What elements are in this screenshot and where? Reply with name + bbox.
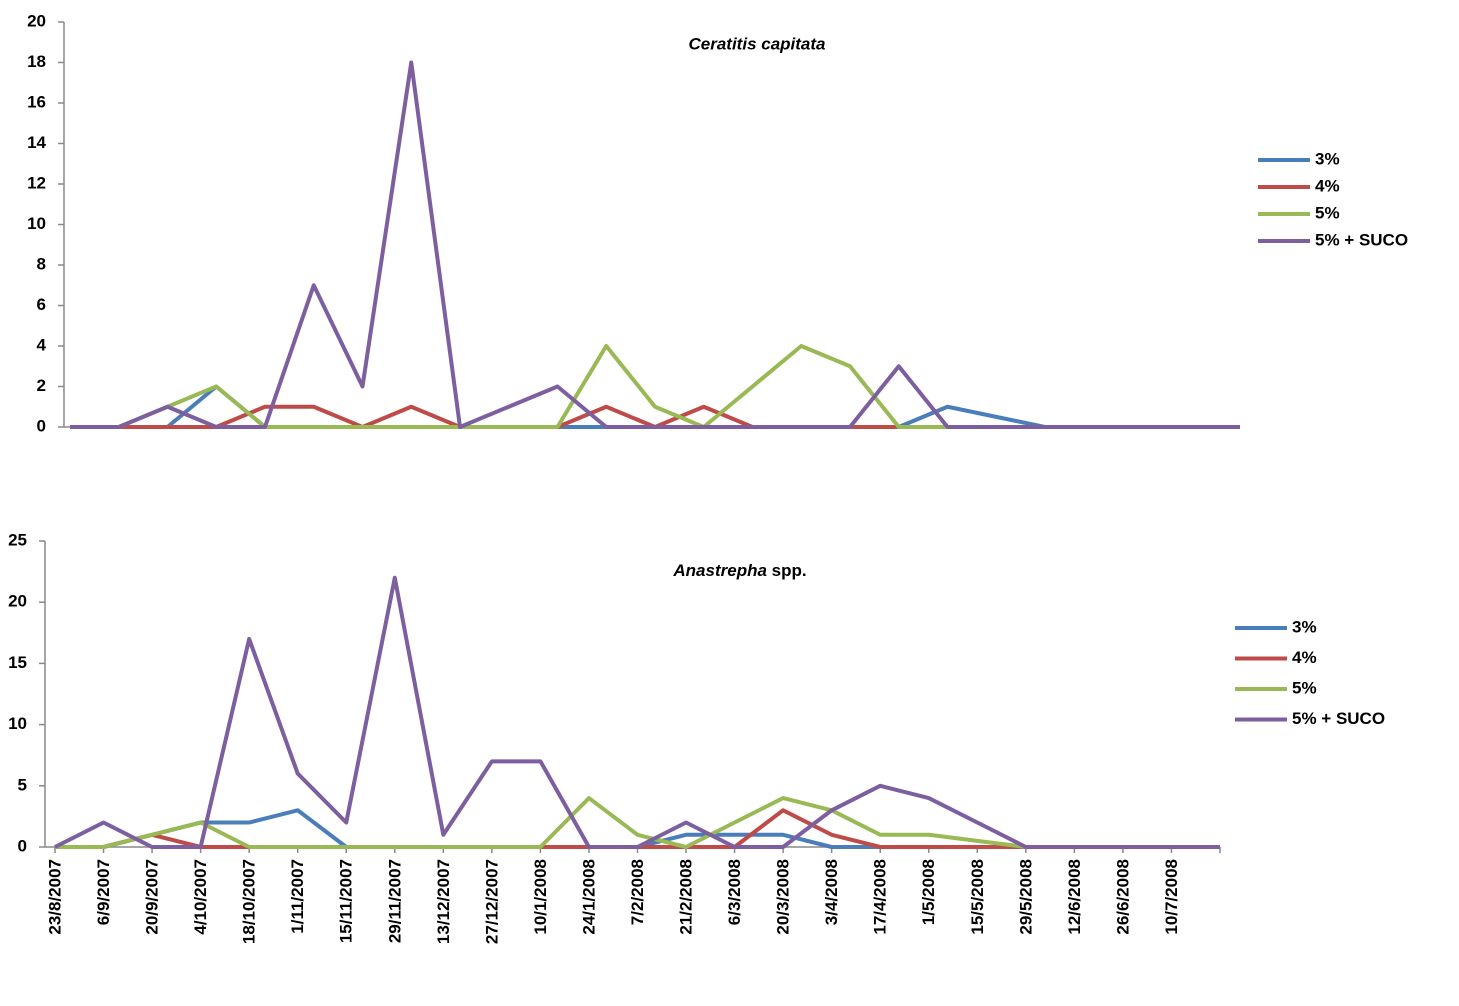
y-tick-label: 10: [27, 214, 46, 233]
y-tick-label: 5: [18, 775, 27, 794]
x-tick-label: 27/12/2007: [482, 859, 501, 944]
x-tick-label: 10/7/2008: [1162, 859, 1181, 935]
y-tick-label: 16: [27, 92, 46, 111]
x-tick-label: 1/11/2007: [288, 859, 307, 934]
x-tick-label: 24/1/2008: [579, 859, 598, 935]
x-tick-label: 6/3/2008: [725, 859, 744, 925]
x-tick-label: 6/9/2007: [94, 859, 113, 925]
x-tick-label: 15/5/2008: [968, 859, 987, 935]
x-tick-label: 7/2/2008: [628, 859, 647, 925]
title-rest: spp.: [772, 561, 807, 580]
legend-label: 4%: [1315, 176, 1340, 195]
legend-label: 5%: [1315, 203, 1340, 222]
legend-label: 4%: [1292, 648, 1317, 667]
series-line: [70, 60, 1240, 429]
x-tick-label: 18/10/2007: [240, 859, 259, 944]
y-tick-label: 25: [8, 530, 27, 549]
series-line: [55, 808, 1220, 849]
title-italic: Anastrepha: [672, 561, 767, 580]
x-tick-label: 23/8/2007: [45, 859, 64, 935]
x-tick-label: 20/3/2008: [774, 859, 793, 935]
y-tick-label: 2: [37, 376, 46, 395]
y-tick-label: 10: [8, 714, 27, 733]
y-tick-label: 18: [27, 52, 46, 71]
y-tick-label: 0: [18, 836, 27, 855]
x-tick-label: 15/11/2007: [337, 859, 356, 943]
x-tick-label: 1/5/2008: [919, 859, 938, 925]
x-tick-label: 4/10/2007: [191, 859, 210, 935]
x-tick-label: 3/4/2008: [822, 859, 841, 925]
chart-title: Ceratitis capitata: [689, 34, 826, 53]
chart-title: Anastrepha spp.: [672, 561, 806, 580]
y-tick-label: 4: [37, 335, 47, 354]
series-line: [55, 808, 1220, 849]
x-tick-label: 21/2/2008: [677, 859, 696, 935]
x-tick-label: 29/5/2008: [1016, 859, 1035, 935]
y-tick-label: 20: [8, 592, 27, 611]
y-tick-label: 0: [37, 416, 46, 435]
y-tick-label: 20: [27, 11, 46, 30]
legend-label: 5% + SUCO: [1315, 230, 1408, 249]
x-tick-label: 29/11/2007: [385, 859, 404, 943]
legend-label: 5% + SUCO: [1292, 709, 1385, 728]
y-tick-label: 14: [27, 133, 46, 152]
x-tick-label: 10/1/2008: [531, 859, 550, 935]
x-tick-label: 20/9/2007: [143, 859, 162, 935]
series-line: [54, 575, 1220, 849]
y-tick-label: 6: [37, 295, 46, 314]
y-tick-label: 12: [27, 173, 46, 192]
legend-label: 3%: [1315, 149, 1340, 168]
y-tick-label: 15: [8, 653, 27, 672]
x-tick-label: 13/12/2007: [434, 859, 453, 944]
y-tick-label: 8: [37, 254, 46, 273]
legend-label: 5%: [1292, 678, 1317, 697]
x-tick-label: 17/4/2008: [871, 859, 890, 935]
x-tick-label: 12/6/2008: [1065, 859, 1084, 935]
x-tick-label: 26/6/2008: [1113, 859, 1132, 935]
legend-label: 3%: [1292, 617, 1317, 636]
